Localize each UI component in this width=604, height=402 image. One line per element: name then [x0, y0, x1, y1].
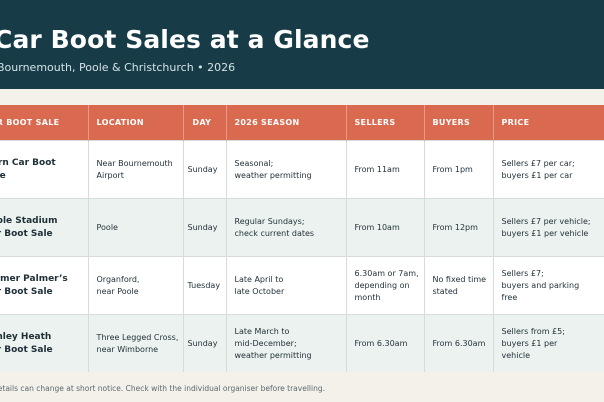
sale-name: Ashley Heath Car Boot Sale — [0, 314, 89, 372]
sale-location: Organford, near Poole — [88, 256, 184, 315]
sale-day: Sunday — [183, 314, 227, 372]
sale-location: Near Bournemouth Airport — [88, 140, 184, 199]
column-header-day: DAY — [183, 105, 227, 141]
column-header-season: 2026 SEASON — [226, 105, 347, 141]
sale-season: Regular Sundays; check current dates — [226, 198, 347, 257]
page-title: Car Boot Sales at a Glance — [0, 25, 370, 54]
table-row: Hurn Car Boot Sale Near Bournemouth Airp… — [0, 140, 604, 199]
sale-price: Sellers £7; buyers and parking free — [493, 256, 604, 315]
sale-location: Poole — [88, 198, 184, 257]
sale-price: Sellers £7 per vehicle; buyers £1 per ve… — [493, 198, 604, 257]
sale-location: Three Legged Cross, near Wimborne — [88, 314, 184, 372]
table-row: Poole Stadium Car Boot Sale Poole Sunday… — [0, 198, 604, 257]
sale-day: Tuesday — [183, 256, 227, 315]
column-header-sale: CAR BOOT SALE — [0, 105, 89, 141]
footer-note: Details can change at short notice. Chec… — [0, 384, 325, 393]
table-row: Ashley Heath Car Boot Sale Three Legged … — [0, 314, 604, 372]
sale-name: Hurn Car Boot Sale — [0, 140, 89, 199]
sale-day: Sunday — [183, 140, 227, 199]
sale-buyers-time: No fixed time stated — [424, 256, 494, 315]
page-subtitle: Bournemouth, Poole & Christchurch • 2026 — [0, 61, 236, 74]
sale-price: Sellers £7 per car; buyers £1 per car — [493, 140, 604, 199]
column-header-sellers: SELLERS — [346, 105, 425, 141]
sale-sellers-time: From 10am — [346, 198, 425, 257]
sale-season: Late March to mid-December; weather perm… — [226, 314, 347, 372]
sale-season: Late April to late October — [226, 256, 347, 315]
sale-name: Farmer Palmer’s Car Boot Sale — [0, 256, 89, 315]
sale-day: Sunday — [183, 198, 227, 257]
sale-sellers-time: From 11am — [346, 140, 425, 199]
sale-sellers-time: From 6.30am — [346, 314, 425, 372]
sale-price: Sellers from £5; buyers £1 per vehicle — [493, 314, 604, 372]
column-header-buyers: BUYERS — [424, 105, 494, 141]
sale-buyers-time: From 6.30am — [424, 314, 494, 372]
sale-name: Poole Stadium Car Boot Sale — [0, 198, 89, 257]
table-row: Farmer Palmer’s Car Boot Sale Organford,… — [0, 256, 604, 315]
table-header-row: CAR BOOT SALE LOCATION DAY 2026 SEASON S… — [0, 105, 604, 141]
sale-season: Seasonal; weather permitting — [226, 140, 347, 199]
header-banner: Car Boot Sales at a Glance Bournemouth, … — [0, 0, 604, 89]
column-header-location: LOCATION — [88, 105, 184, 141]
sale-buyers-time: From 1pm — [424, 140, 494, 199]
sale-buyers-time: From 12pm — [424, 198, 494, 257]
car-boot-sales-table: CAR BOOT SALE LOCATION DAY 2026 SEASON S… — [0, 105, 604, 372]
column-header-price: PRICE — [493, 105, 604, 141]
sale-sellers-time: 6.30am or 7am, depending on month — [346, 256, 425, 315]
